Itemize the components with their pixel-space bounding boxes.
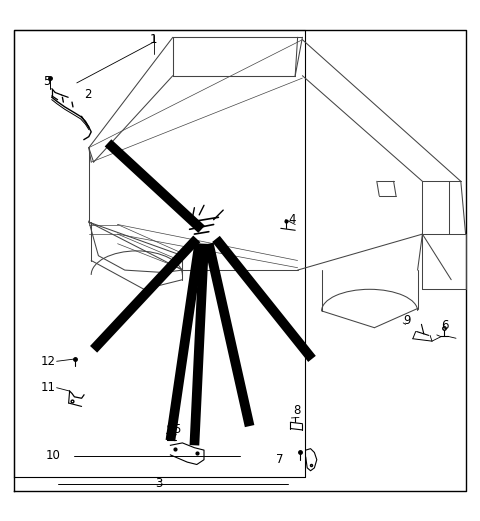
Text: 2: 2: [84, 89, 92, 102]
Text: 5: 5: [173, 423, 180, 436]
Text: 10: 10: [46, 449, 60, 462]
Text: 5: 5: [43, 76, 51, 89]
Text: 3: 3: [155, 477, 162, 490]
Text: 8: 8: [293, 403, 300, 416]
Text: 12: 12: [40, 355, 55, 368]
Text: 6: 6: [442, 319, 449, 332]
Text: 9: 9: [403, 314, 411, 327]
Text: 11: 11: [40, 381, 55, 394]
Text: 4: 4: [288, 213, 296, 226]
Text: 1: 1: [150, 32, 157, 45]
Text: 7: 7: [276, 453, 283, 466]
